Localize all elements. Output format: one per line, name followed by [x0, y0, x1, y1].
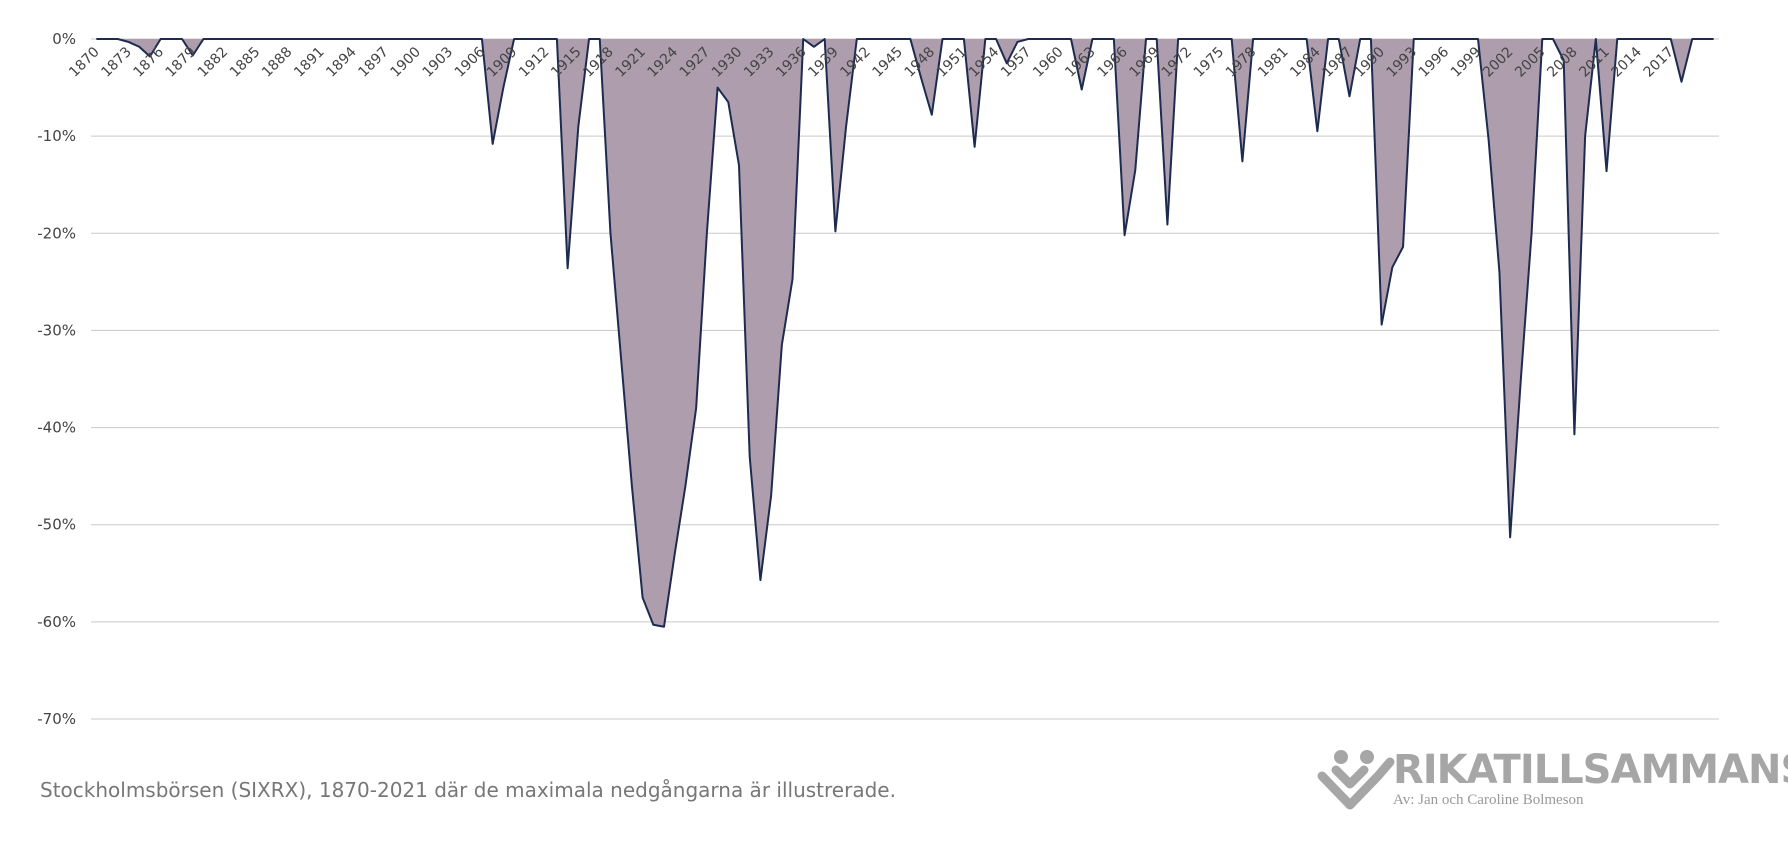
x-tick-label: 1945 — [869, 44, 906, 81]
logo-name: RIKATILLSAMMANS — [1393, 747, 1788, 793]
x-tick-label: 1912 — [516, 44, 553, 81]
y-tick-label: -20% — [37, 224, 76, 242]
x-tick-label: 2017 — [1641, 44, 1678, 81]
x-tick-label: 1882 — [195, 44, 232, 81]
y-tick-label: -10% — [37, 127, 76, 145]
caption: Stockholmsbörsen (SIXRX), 1870-2021 där … — [40, 778, 896, 802]
x-tick-label: 1960 — [1030, 44, 1067, 81]
x-tick-label: 1903 — [420, 44, 457, 81]
x-tick-label: 1870 — [66, 44, 103, 81]
y-tick-label: -50% — [37, 516, 76, 534]
x-tick-label: 1897 — [355, 44, 392, 81]
x-tick-label: 1981 — [1255, 44, 1292, 81]
y-tick-label: -30% — [37, 321, 76, 339]
logo-byline: Av: Jan och Caroline Bolmeson — [1393, 792, 1584, 808]
x-tick-label: 1888 — [259, 44, 296, 81]
y-tick-label: -70% — [37, 710, 76, 728]
area — [96, 39, 1714, 627]
line — [96, 38, 1714, 628]
x-tick-label: 1894 — [323, 44, 360, 81]
logo: RIKATILLSAMMANS Av: Jan och Caroline Bol… — [1317, 747, 1788, 810]
y-tick-label: -40% — [37, 419, 76, 437]
y-tick-label: -60% — [37, 613, 76, 631]
logo-dot — [1360, 750, 1374, 764]
x-tick-label: 1885 — [227, 44, 264, 81]
x-tick-label: 1873 — [98, 44, 135, 81]
logo-icon — [1317, 757, 1395, 810]
x-tick-label: 1900 — [388, 44, 425, 81]
logo-dot — [1334, 750, 1348, 764]
x-tick-label: 1891 — [291, 44, 328, 81]
x-tick-label: 1996 — [1416, 44, 1453, 81]
x-tick-label: 1975 — [1191, 44, 1228, 81]
y-tick-label: 0% — [52, 30, 76, 48]
